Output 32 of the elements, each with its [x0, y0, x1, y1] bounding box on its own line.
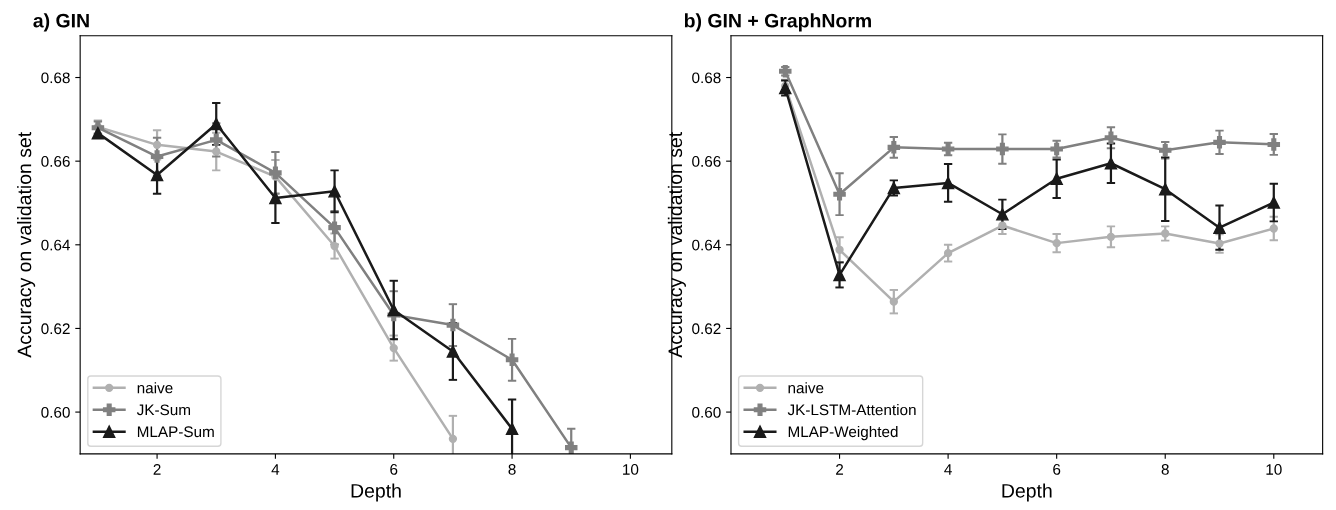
x-tick-label: 4	[944, 464, 952, 475]
x-axis-title: Depth	[1002, 483, 1052, 502]
chart-title: a) GIN	[33, 13, 89, 32]
y-tick-label: 0.60	[41, 406, 70, 418]
x-tick-label: 2	[836, 464, 844, 475]
x-tick-label: 8	[1161, 464, 1169, 475]
x-tick-label: 2	[153, 464, 161, 475]
legend-label: JK-LSTM-Attention	[787, 404, 916, 416]
y-axis-title: Accuracy on validation set	[667, 131, 686, 358]
y-tick-label: 0.64	[692, 239, 721, 251]
x-tick-label: 6	[1053, 464, 1061, 475]
x-tick-label: 10	[623, 464, 639, 475]
legend-label: naive	[788, 382, 824, 394]
y-tick-label: 0.60	[692, 406, 721, 418]
x-axis-title: Depth	[351, 483, 401, 502]
y-tick-label: 0.62	[41, 323, 70, 335]
legend-label: MLAP-Weighted	[788, 425, 898, 441]
legend-label: JK-Sum	[136, 404, 191, 416]
y-tick-label: 0.66	[41, 156, 70, 167]
legend-label: MLAP-Sum	[137, 426, 214, 438]
y-tick-label: 0.68	[692, 72, 721, 84]
y-axis-title: Accuracy on validation set	[17, 131, 36, 358]
chart-title: b) GIN + GraphNorm	[684, 13, 871, 32]
y-tick-label: 0.68	[41, 72, 70, 84]
y-tick-label: 0.62	[692, 323, 721, 335]
x-tick-label: 8	[508, 464, 516, 475]
x-tick-label: 6	[390, 464, 398, 475]
x-tick-label: 4	[271, 464, 280, 475]
y-tick-label: 0.66	[692, 156, 721, 167]
legend-label: naive	[137, 382, 173, 394]
y-tick-label: 0.64	[41, 239, 70, 251]
x-tick-label: 10	[1266, 464, 1282, 475]
